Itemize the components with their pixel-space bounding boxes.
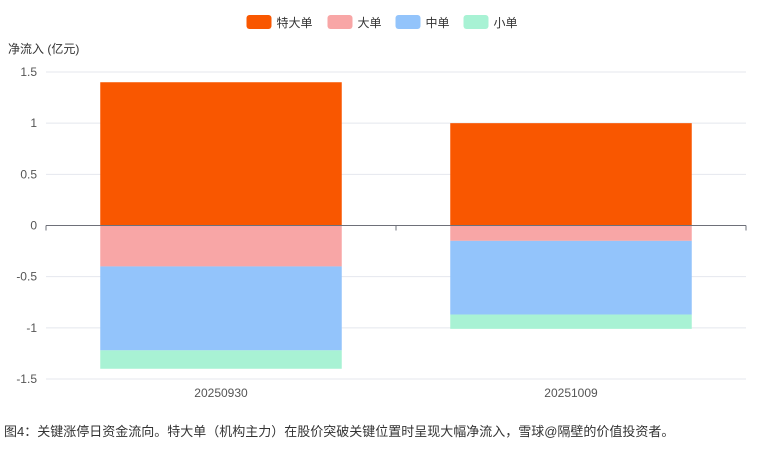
x-axis-ticks: 20250930 20251009 bbox=[194, 386, 598, 400]
y-tick-label: -1 bbox=[26, 321, 37, 335]
legend-item[interactable]: 大单 bbox=[327, 15, 382, 30]
bar-segment bbox=[450, 240, 692, 315]
x-tick-label: 20250930 bbox=[194, 386, 248, 400]
legend-swatch bbox=[463, 15, 489, 29]
y-tick-label: -1.5 bbox=[16, 372, 37, 386]
figure-caption: 图4：关键涨停日资金流向。特大单（机构主力）在股价突破关键位置时呈现大幅净流入，… bbox=[4, 424, 675, 439]
fund-flow-chart: 特大单 大单 中单 小单 净流入 (亿元) 1.5 1 0.5 0 -0.5 -1 -1.5 20… bbox=[8, 15, 747, 400]
y-axis-label: 净流入 (亿元) bbox=[8, 41, 79, 56]
bar-segment bbox=[450, 123, 692, 226]
bar-segment bbox=[450, 314, 692, 329]
legend-label: 特大单 bbox=[277, 15, 313, 30]
y-tick-label: 1.5 bbox=[20, 65, 37, 79]
legend-label: 小单 bbox=[494, 16, 518, 30]
legend-item[interactable]: 中单 bbox=[395, 15, 450, 30]
bar-segment bbox=[450, 225, 692, 241]
legend-swatch bbox=[327, 15, 353, 29]
legend-item[interactable]: 特大单 bbox=[246, 15, 313, 30]
x-axis bbox=[45, 225, 747, 231]
bar-segment bbox=[100, 266, 342, 351]
bars bbox=[100, 82, 692, 369]
y-axis-ticks: 1.5 1 0.5 0 -0.5 -1 -1.5 bbox=[16, 65, 37, 386]
bar-segment bbox=[100, 82, 342, 226]
legend-item[interactable]: 小单 bbox=[463, 15, 518, 30]
y-tick-label: 0 bbox=[30, 219, 37, 233]
legend-label: 大单 bbox=[358, 16, 382, 30]
x-tick-label: 20251009 bbox=[544, 386, 598, 400]
y-tick-label: 1 bbox=[30, 116, 37, 130]
bar-segment bbox=[100, 225, 342, 267]
legend-swatch bbox=[246, 15, 272, 29]
legend-swatch bbox=[395, 15, 421, 29]
y-tick-label: -0.5 bbox=[16, 270, 37, 284]
chart-legend: 特大单 大单 中单 小单 bbox=[246, 15, 518, 30]
y-tick-label: 0.5 bbox=[20, 167, 37, 181]
bar-segment bbox=[100, 350, 342, 369]
legend-label: 中单 bbox=[426, 15, 450, 30]
